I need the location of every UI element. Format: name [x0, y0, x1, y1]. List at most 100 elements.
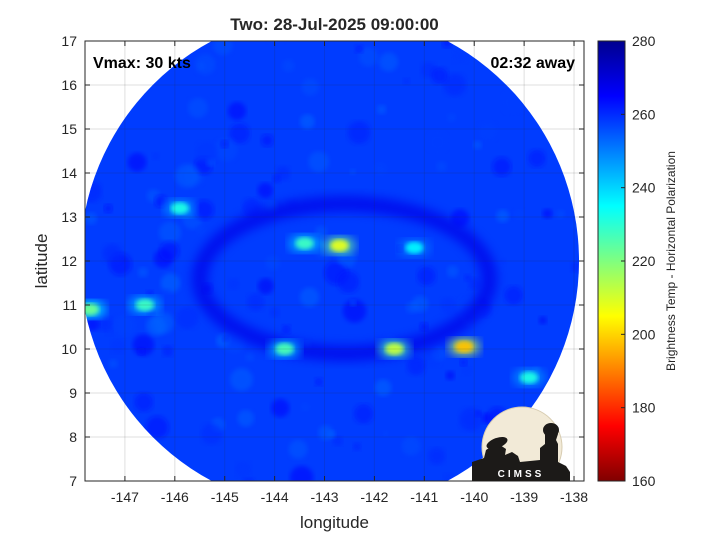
x-tick-label: -138: [560, 489, 588, 505]
x-tick-label: -147: [111, 489, 139, 505]
logo-silhouette: [472, 424, 570, 481]
texture-blob: [227, 278, 240, 290]
texture-blob: [196, 225, 207, 236]
texture-blob: [271, 174, 281, 184]
texture-blob: [379, 52, 399, 72]
y-tick-label: 16: [61, 77, 77, 93]
texture-blob: [468, 277, 481, 290]
texture-blob: [442, 41, 452, 48]
y-tick-label: 9: [69, 385, 77, 401]
colorbar: 160 180 200 220 240 260 280 Brightness Temp - …: [597, 33, 678, 489]
texture-blob: [436, 161, 447, 172]
colorbar-tick-label: 160: [632, 473, 656, 489]
texture-blob: [373, 161, 388, 176]
feature-core: [455, 340, 474, 353]
texture-blob: [134, 392, 154, 412]
texture-blob: [443, 73, 467, 96]
texture-blob: [175, 164, 200, 188]
texture-blob: [496, 209, 510, 223]
texture-blob: [447, 113, 457, 123]
texture-blob: [265, 255, 281, 271]
swath-texture: [85, 41, 580, 509]
texture-blob: [137, 267, 149, 278]
y-tick-label: 10: [61, 341, 77, 357]
texture-blob: [159, 241, 180, 261]
texture-blob: [246, 293, 265, 311]
texture-blob: [194, 200, 214, 220]
y-tick-label: 7: [69, 473, 77, 489]
circulation-ring: [191, 195, 498, 362]
texture-blob: [440, 297, 456, 313]
texture-blob: [298, 497, 310, 509]
y-tick-label: 14: [61, 165, 77, 181]
texture-blob: [299, 114, 315, 130]
y-axis-ticks: 7 8 9 10 11 12 13 14 15 16 17: [61, 33, 584, 489]
texture-blob: [452, 47, 468, 64]
x-tick-label: -142: [360, 489, 388, 505]
texture-blob: [417, 266, 436, 286]
texture-blob: [376, 104, 387, 115]
texture-blob: [105, 329, 113, 337]
texture-blob: [314, 377, 323, 387]
convection-features: [85, 199, 546, 387]
colorbar-tick-label: 180: [632, 400, 656, 416]
vmax-annotation: Vmax: 30 kts: [93, 55, 191, 72]
texture-blob: [352, 442, 361, 451]
feature-core: [330, 239, 349, 252]
logo-dish: [486, 436, 508, 450]
texture-blob: [176, 306, 199, 329]
texture-blob: [500, 258, 507, 265]
texture-blob: [281, 324, 291, 334]
texture-blob: [538, 316, 547, 325]
texture-blob: [327, 430, 336, 439]
texture-blob: [113, 314, 137, 337]
colorbar-tick-label: 240: [632, 180, 656, 196]
texture-blob: [241, 477, 255, 481]
texture-blob: [98, 317, 113, 332]
texture-blob: [459, 358, 467, 367]
colorbar-tick-label: 200: [632, 326, 656, 342]
texture-blob: [492, 157, 512, 177]
texture-blob: [419, 345, 443, 368]
texture-blob: [102, 244, 123, 265]
x-tick-label: -141: [410, 489, 438, 505]
texture-blob: [289, 465, 314, 481]
colorbar-ticks: 160 180 200 220 240 260 280: [621, 33, 656, 489]
texture-blob: [103, 204, 113, 213]
x-tick-label: -143: [311, 489, 339, 505]
texture-blob: [571, 261, 580, 273]
texture-blob: [229, 123, 250, 144]
texture-blob: [342, 299, 367, 323]
texture-blob: [542, 208, 553, 219]
texture-blob: [512, 208, 525, 221]
texture-blob: [282, 59, 295, 73]
texture-blob: [374, 379, 392, 397]
logo-text: CIMSS: [498, 469, 545, 480]
texture-blob: [197, 61, 206, 71]
texture-blob: [354, 44, 364, 54]
texture-blob: [195, 141, 218, 164]
texture-blob: [446, 265, 459, 278]
texture-blob: [213, 41, 233, 56]
texture-blob: [145, 416, 169, 439]
chart-title: Two: 28-Jul-2025 09:00:00: [230, 15, 439, 34]
logo-tank: [543, 423, 559, 437]
texture-blob: [337, 271, 360, 293]
feature-core: [170, 202, 189, 215]
texture-blob: [160, 273, 181, 293]
texture-blob: [214, 138, 238, 162]
y-axis-label: latitude: [32, 234, 51, 289]
texture-blob: [428, 447, 446, 465]
texture-blob: [300, 402, 310, 412]
swath-image: [85, 41, 580, 509]
feature-core: [295, 237, 314, 250]
texture-blob: [288, 439, 308, 459]
texture-blob: [406, 356, 426, 376]
texture-blob: [237, 409, 255, 427]
texture-blob: [473, 140, 482, 150]
feature-core: [275, 343, 294, 355]
cimss-logo: CIMSS: [472, 406, 570, 481]
texture-blob: [146, 289, 154, 298]
texture-blob: [308, 151, 330, 173]
texture-blob: [401, 436, 421, 456]
